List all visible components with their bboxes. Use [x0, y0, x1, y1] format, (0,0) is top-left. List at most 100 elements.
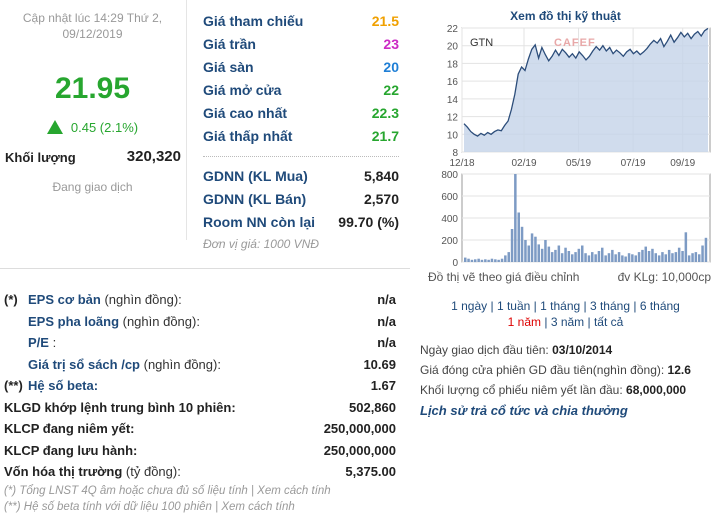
volume-bar [607, 253, 611, 262]
price-line [463, 27, 709, 137]
first-trade-date: Ngày giao dịch đầu tiên: 03/10/2014 [420, 343, 612, 357]
trading-status: Đang giao dịch [52, 180, 133, 194]
fundamental-label: KLCP đang lưu hành: [4, 443, 137, 458]
range-separator: | [530, 299, 541, 313]
fundamental-value: 5,375.00 [345, 464, 396, 479]
price-row-value: 20 [383, 59, 399, 75]
volume-y-tick-label: 600 [441, 192, 458, 203]
volume-bar [470, 259, 474, 262]
first-close-value: 12.6 [667, 363, 691, 377]
volume-y-tick-label: 400 [441, 214, 458, 225]
arrow-up-icon [46, 120, 63, 134]
price-volume-chart[interactable]: 8 10 12 14 16 18 20 22 GTN CAFEF 12/18 02/19 05/19 07… [418, 18, 718, 268]
fundamental-label: EPS pha loãng (nghìn đồng): [28, 314, 200, 329]
fundamental-label-suffix: (tỷ đồng): [122, 464, 181, 479]
price-row-low: Giá thấp nhất 21.7 [203, 125, 399, 147]
price-y-tick-label: 22 [447, 24, 459, 35]
volume-bar [667, 249, 671, 262]
volume-bar [627, 253, 631, 262]
fundamental-value: 502,860 [349, 399, 396, 415]
first-listed-volume: Khối lượng cổ phiếu niêm yết lần đầu: 68… [420, 383, 686, 397]
volume-value: 320,320 [126, 148, 181, 165]
range-separator: | [541, 315, 551, 329]
technical-chart-link[interactable]: Xem đồ thị kỹ thuật [510, 9, 621, 23]
volume-bar [540, 248, 544, 262]
price-x-tick-label: 07/19 [621, 158, 646, 169]
volume-bar [537, 244, 540, 262]
fundamental-value: n/a [377, 313, 396, 329]
fundamental-label-suffix: (nghìn đồng): [119, 313, 200, 329]
volume-bar [584, 253, 587, 262]
volume-bar [634, 255, 637, 262]
foreign-row-label: GDNN (KL Mua) [203, 168, 308, 184]
volume-bar [490, 258, 494, 262]
unit-note: Đơn vị giá: 1000 VNĐ [203, 237, 319, 251]
fundamental-label-main: Vốn hóa thị trường [4, 464, 123, 479]
fundamental-mark: (*) [4, 292, 18, 307]
volume-bar [517, 212, 520, 262]
volume-bar [617, 252, 621, 262]
range-link[interactable]: 6 tháng [639, 299, 680, 313]
volume-bar [497, 259, 500, 262]
volume-bar [520, 226, 524, 262]
volume-bar [514, 174, 517, 262]
range-link[interactable]: 1 năm [507, 315, 542, 329]
first-volume-value: 68,000,000 [626, 383, 687, 397]
fundamental-label-main: EPS pha loãng [28, 313, 120, 329]
fundamental-row: (*) EPS cơ bản (nghìn đồng): n/a [4, 289, 396, 311]
price-row-open: Giá mở cửa 22 [203, 79, 399, 101]
fundamental-label-main: Giá trị sổ sách /cp [28, 356, 140, 372]
update-time-line2: 09/12/2019 [62, 27, 123, 41]
fundamental-label-suffix: (nghìn đồng): [140, 356, 221, 372]
volume-bar [701, 245, 704, 262]
volume-bar [554, 249, 557, 262]
volume-bar [567, 251, 571, 262]
price-row-floor: Giá sàn 20 [203, 56, 399, 78]
volume-bar [504, 255, 507, 262]
fundamental-label-suffix: (nghìn đồng): [100, 292, 182, 307]
price-row-reference: Giá tham chiếu 21.5 [203, 10, 399, 32]
chart-note-volume-unit: đv KLg: 10,000cp [617, 270, 711, 284]
fundamental-row: P/E : n/a [4, 332, 396, 354]
divider [203, 156, 399, 157]
fundamental-row: (**) Hệ số beta: 1.67 [4, 375, 396, 397]
fundamental-label-suffix: : [48, 335, 57, 350]
fundamental-label: KLCP đang niêm yết: [4, 421, 135, 436]
volume-bar [467, 258, 470, 262]
chart-panel: Xem đồ thị kỹ thuật 8 10 12 14 16 18 20 22 GTN CA… [418, 0, 721, 524]
range-link[interactable]: tất cả [593, 315, 624, 329]
volume-bar [510, 229, 514, 262]
foreign-row-label: GDNN (KL Bán) [203, 191, 307, 207]
range-link[interactable]: 3 năm [550, 315, 585, 329]
volume-bar [581, 245, 584, 262]
fundamental-label-main: EPS cơ bản [28, 292, 101, 307]
foreign-row-value: 5,840 [363, 168, 399, 184]
range-link[interactable]: 1 tháng [540, 299, 581, 313]
dividend-history-link[interactable]: Lịch sử trả cổ tức và chia thưởng [420, 403, 628, 418]
volume-bar [474, 259, 477, 263]
range-link[interactable]: 1 tuần [496, 299, 531, 313]
price-y-tick-label: 18 [447, 59, 459, 70]
fundamental-label: KLGD khớp lệnh trung bình 10 phiên: [4, 400, 236, 415]
foreign-buy-row: GDNN (KL Mua) 5,840 [203, 165, 399, 187]
price-row-label: Giá trần [203, 36, 256, 52]
price-change: 0.45 (2.1%) [0, 120, 185, 135]
footnote-eps: (*) Tổng LNST 4Q âm hoặc chưa đủ số liệu… [4, 485, 331, 497]
volume-bar [641, 249, 644, 262]
price-table: Giá tham chiếu 21.5 Giá trần 23 Giá sàn … [186, 0, 408, 251]
first-close-label: Giá đóng cửa phiên GD đầu tiên(nghìn đồn… [420, 363, 665, 377]
range-link[interactable]: 3 tháng [589, 299, 631, 313]
chart-ticker: GTN [470, 37, 493, 49]
first-trade-label: Ngày giao dịch đầu tiên: [420, 343, 549, 357]
volume-bar [684, 232, 688, 262]
fundamental-label: Vốn hóa thị trường (tỷ đồng): [4, 464, 181, 479]
range-link[interactable]: 1 ngày [451, 299, 488, 313]
volume-bar [594, 254, 597, 262]
volume-bar [484, 259, 487, 263]
range-separator: | [630, 299, 640, 313]
volume-bar [571, 254, 574, 262]
volume-bar [621, 255, 624, 262]
price-row-label: Giá thấp nhất [203, 128, 293, 144]
volume-bar [500, 258, 504, 262]
volume-bar [591, 252, 594, 262]
